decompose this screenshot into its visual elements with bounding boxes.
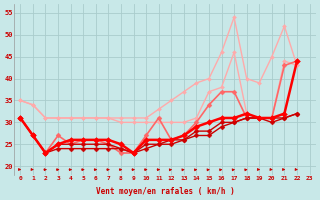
X-axis label: Vent moyen/en rafales ( km/h ): Vent moyen/en rafales ( km/h ) — [96, 187, 234, 196]
